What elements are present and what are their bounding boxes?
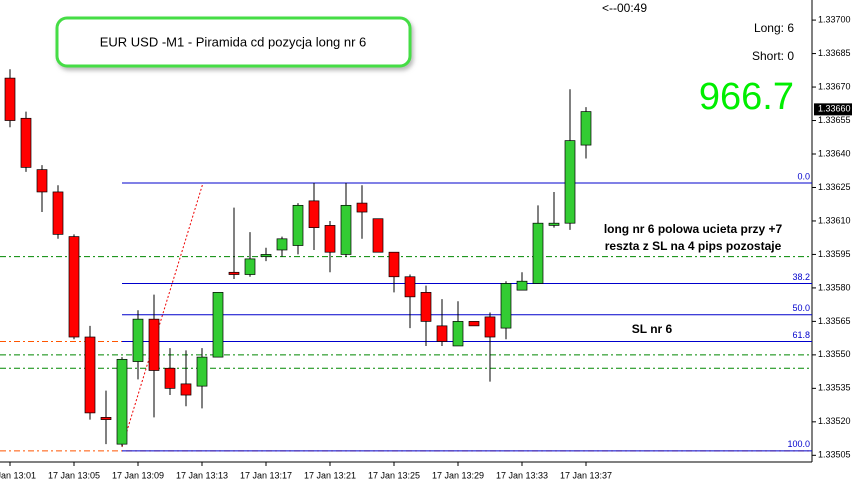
x-tick-label: 17 Jan 13:13 bbox=[176, 470, 228, 480]
candle-body bbox=[4, 77, 16, 121]
x-tick-label: 17 Jan 13:09 bbox=[112, 470, 164, 480]
y-tick-label: 1.33580 bbox=[818, 282, 851, 292]
x-tick-label: 17 Jan 13:25 bbox=[368, 470, 420, 480]
candle-body bbox=[484, 316, 496, 338]
candle-body bbox=[452, 321, 464, 347]
x-tick-label: 17 Jan 13:33 bbox=[496, 470, 548, 480]
x-tick-label: 17 Jan 13:05 bbox=[48, 470, 100, 480]
y-tick-label: 1.33685 bbox=[818, 48, 851, 58]
candle-body bbox=[244, 258, 256, 275]
candle-body bbox=[292, 204, 304, 246]
annotation: reszta z SL na 4 pips pozostaje bbox=[605, 239, 782, 253]
candle-body bbox=[516, 280, 528, 291]
candle-body bbox=[180, 383, 192, 396]
candle-body bbox=[340, 204, 352, 255]
profit: 966.7 bbox=[699, 76, 794, 118]
price-tag-box bbox=[814, 103, 852, 116]
price-tag: 1.33660 bbox=[818, 104, 851, 114]
fib-label: 50.0 bbox=[792, 303, 810, 313]
candle-body bbox=[132, 318, 144, 362]
candle-body bbox=[212, 292, 224, 358]
y-tick-label: 1.33595 bbox=[818, 249, 851, 259]
y-tick-label: 1.33670 bbox=[818, 81, 851, 91]
y-tick-label: 1.33625 bbox=[818, 182, 851, 192]
candle-body bbox=[436, 325, 448, 342]
y-tick-label: 1.33610 bbox=[818, 215, 851, 225]
fib-label: 0.0 bbox=[797, 171, 810, 181]
candle-body bbox=[116, 358, 128, 445]
candle-body bbox=[404, 276, 416, 298]
candle-body bbox=[20, 117, 32, 168]
fib-label: 100.0 bbox=[787, 439, 810, 449]
annotation: long nr 6 polowa ucieta przy +7 bbox=[604, 222, 783, 236]
y-tick-label: 1.33655 bbox=[818, 115, 851, 125]
candle-body bbox=[52, 191, 64, 235]
y-tick-label: 1.33520 bbox=[818, 416, 851, 426]
candle-body bbox=[196, 356, 208, 387]
x-tick-label: 17 Jan 13:21 bbox=[304, 470, 356, 480]
timer: <--00:49 bbox=[602, 1, 647, 15]
candle-body bbox=[68, 236, 80, 338]
chart-title: EUR USD -M1 - Piramida cd pozycja long n… bbox=[100, 34, 367, 49]
candle-body bbox=[276, 238, 288, 251]
candle-body bbox=[324, 225, 336, 253]
candle-body bbox=[580, 111, 592, 146]
title-box bbox=[55, 16, 412, 68]
long-count: Long: 6 bbox=[754, 21, 794, 35]
candle-body bbox=[100, 417, 112, 420]
candle-body bbox=[420, 292, 432, 322]
x-tick-label: 17 Jan 13:17 bbox=[240, 470, 292, 480]
candle-body bbox=[372, 218, 384, 253]
candle-body bbox=[148, 318, 160, 371]
candle-body bbox=[260, 254, 272, 258]
annotation: SL nr 6 bbox=[632, 322, 673, 336]
candle-body bbox=[548, 222, 560, 226]
candle-body bbox=[388, 251, 400, 278]
candle-body bbox=[308, 200, 320, 229]
x-tick-label: 17 Jan 13:37 bbox=[560, 470, 612, 480]
x-tick-label: 17 Jan 13:29 bbox=[432, 470, 484, 480]
fib-label: 38.2 bbox=[792, 272, 810, 282]
candle-body bbox=[564, 140, 576, 224]
candle-body bbox=[36, 169, 48, 193]
candle-body bbox=[228, 271, 240, 275]
candle-body bbox=[500, 283, 512, 329]
candle-body bbox=[532, 222, 544, 284]
candle-body bbox=[164, 367, 176, 389]
x-tick-label: 17 Jan 13:01 bbox=[0, 470, 36, 480]
y-tick-label: 1.33535 bbox=[818, 383, 851, 393]
y-tick-label: 1.33505 bbox=[818, 450, 851, 460]
short-count: Short: 0 bbox=[752, 49, 794, 63]
y-tick-label: 1.33700 bbox=[818, 14, 851, 24]
fib-label: 61.8 bbox=[792, 330, 810, 340]
y-tick-label: 1.33565 bbox=[818, 316, 851, 326]
candle-body bbox=[468, 321, 480, 327]
candle-body bbox=[356, 202, 368, 213]
y-tick-label: 1.33550 bbox=[818, 349, 851, 359]
candle-body bbox=[84, 336, 96, 414]
y-tick-label: 1.33640 bbox=[818, 148, 851, 158]
